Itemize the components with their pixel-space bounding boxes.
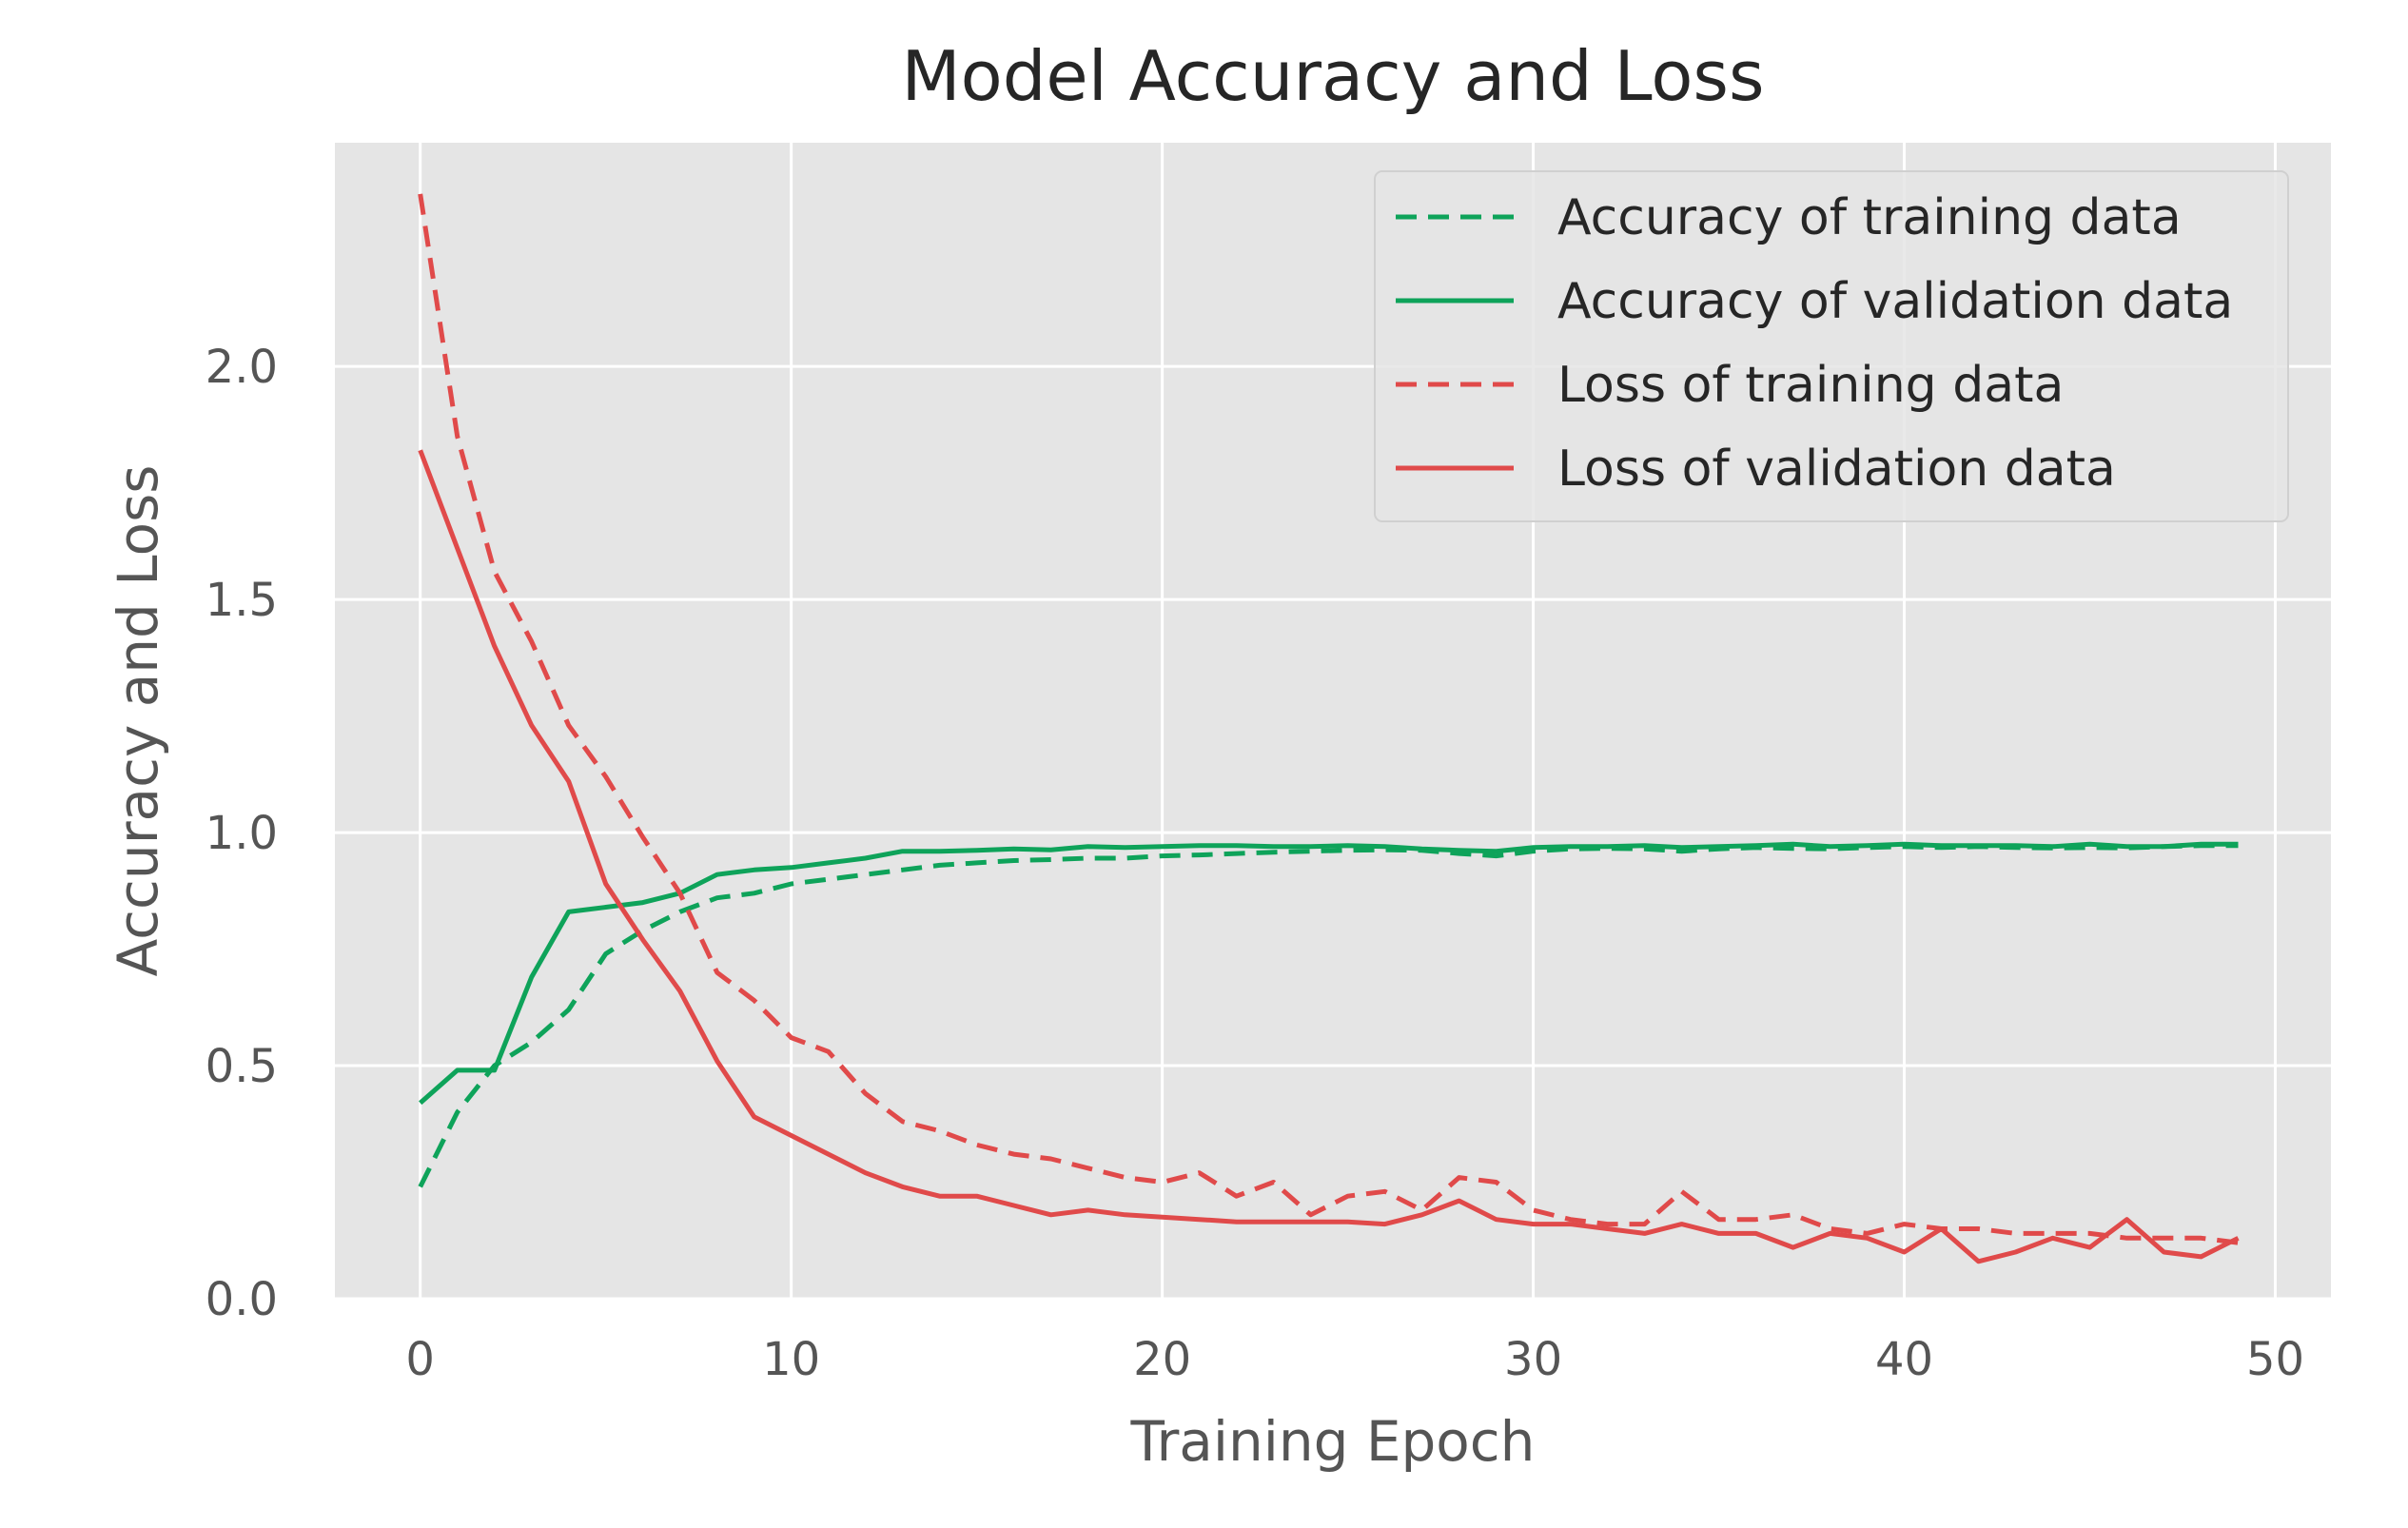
legend-box — [1374, 170, 2289, 522]
chart-title: Model Accuracy and Loss — [902, 36, 1765, 116]
legend-label: Loss of validation data — [1557, 441, 2116, 498]
accuracy-of-validation-data-line — [419, 841, 2239, 1106]
y-tick-label: 0.5 — [206, 1040, 278, 1093]
x-tick-label: 50 — [2246, 1333, 2304, 1386]
y-tick-label: 2.0 — [206, 341, 278, 394]
x-tick-label: 30 — [1504, 1333, 1562, 1386]
x-tick-label: 10 — [762, 1333, 820, 1386]
legend-label: Accuracy of validation data — [1557, 273, 2233, 330]
y-axis-ticks: 0.0 0.5 1.0 1.5 2.0 — [206, 341, 278, 1326]
y-tick-label: 0.0 — [206, 1273, 278, 1326]
legend-label: Loss of training data — [1557, 357, 2064, 414]
x-tick-label: 0 — [405, 1333, 435, 1386]
x-axis-ticks: 0 10 20 30 40 50 — [405, 1333, 2304, 1386]
legend-label: Accuracy of training data — [1557, 189, 2182, 246]
x-tick-label: 20 — [1133, 1333, 1191, 1386]
loss-of-validation-data-line — [418, 449, 2240, 1264]
legend-entry: Loss of validation data — [1396, 441, 2116, 498]
legend-entries: Accuracy of training data Accuracy of val… — [1396, 189, 2233, 498]
y-axis-label: Accuracy and Loss — [106, 464, 170, 976]
series-lines — [418, 193, 2240, 1264]
x-axis-label: Training Epoch — [1130, 1409, 1536, 1474]
x-tick-label: 40 — [1875, 1333, 1933, 1386]
loss-of-training-data-line — [418, 193, 2239, 1245]
legend: Accuracy of training data Accuracy of val… — [1374, 170, 2289, 522]
legend-entry: Accuracy of training data — [1396, 189, 2182, 246]
legend-entry: Loss of training data — [1396, 357, 2064, 414]
legend-entry: Accuracy of validation data — [1396, 273, 2233, 330]
y-tick-label: 1.5 — [206, 574, 278, 627]
y-tick-label: 1.0 — [206, 807, 278, 860]
